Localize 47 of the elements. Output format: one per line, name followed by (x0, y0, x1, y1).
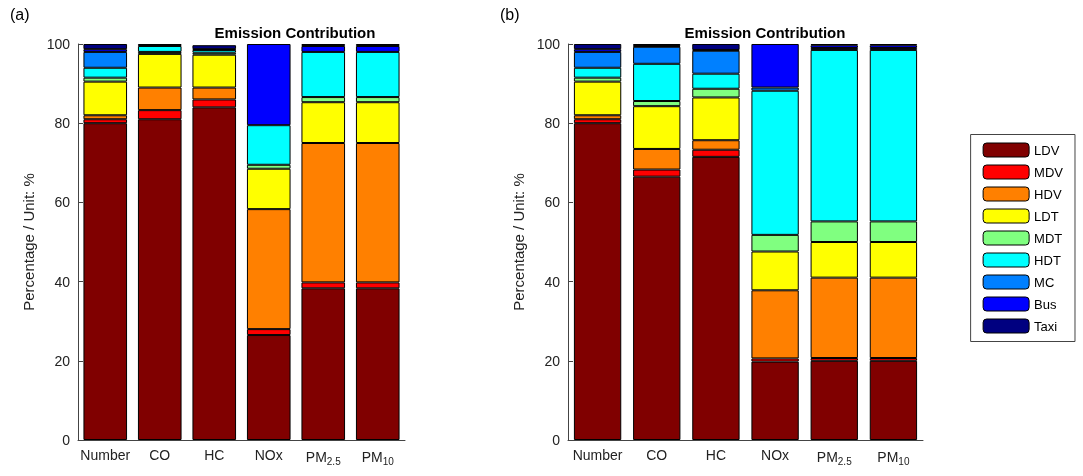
y-axis-title: Percentage / Unit: % (509, 173, 527, 311)
legend-label: Bus (1034, 296, 1058, 312)
y-tick-label: 100 (536, 36, 561, 52)
bar (192, 45, 237, 50)
chart-title: Emission Contribution (214, 24, 376, 41)
bar (573, 44, 622, 50)
y-tick-label: 80 (54, 115, 71, 132)
legend-label: Taxi (1034, 318, 1058, 334)
bar (83, 81, 128, 116)
x-tick-label: NOx (254, 447, 283, 463)
y-tick-label: 60 (54, 194, 71, 211)
y-tick-label: 0 (62, 432, 71, 448)
x-tick-label: Number (80, 447, 131, 463)
y-axis-title: Percentage / Unit: % (19, 173, 37, 311)
x-tick-label: NOx (761, 447, 790, 463)
x-tick-label: Number (572, 447, 623, 463)
legend-label: LDT (1034, 208, 1059, 224)
y-tick-label: 20 (54, 352, 71, 369)
x-tick-label: HC (705, 447, 727, 463)
text: (a) (10, 5, 30, 23)
chart-title: Emission Contribution (684, 24, 846, 41)
bar (573, 123, 622, 440)
y-tick-label: 0 (552, 432, 561, 448)
bar (573, 81, 622, 116)
y-tick-label: 80 (544, 115, 561, 132)
y-tick-label: 100 (46, 36, 71, 52)
bar (137, 45, 182, 52)
bar (83, 44, 128, 50)
text: (b) (500, 5, 520, 23)
bar (869, 360, 918, 440)
x-tick-label: CO (149, 447, 171, 463)
legend-label: MC (1034, 274, 1055, 290)
x-tick-label: CO (646, 447, 668, 463)
bar (810, 360, 858, 440)
y-tick-label: 60 (544, 194, 561, 211)
bar (751, 361, 799, 440)
legend-label: MDT (1034, 230, 1063, 246)
bar (751, 44, 799, 88)
bar (83, 123, 128, 440)
legend-label: HDT (1034, 252, 1061, 268)
y-tick-label: 40 (544, 273, 561, 290)
legend-label: MDV (1034, 164, 1064, 180)
x-tick-label: HC (204, 447, 225, 463)
legend-label: HDV (1034, 186, 1062, 202)
legend-label: LDV (1034, 142, 1060, 158)
y-tick-label: 40 (54, 273, 71, 290)
y-tick-label: 20 (544, 352, 561, 369)
